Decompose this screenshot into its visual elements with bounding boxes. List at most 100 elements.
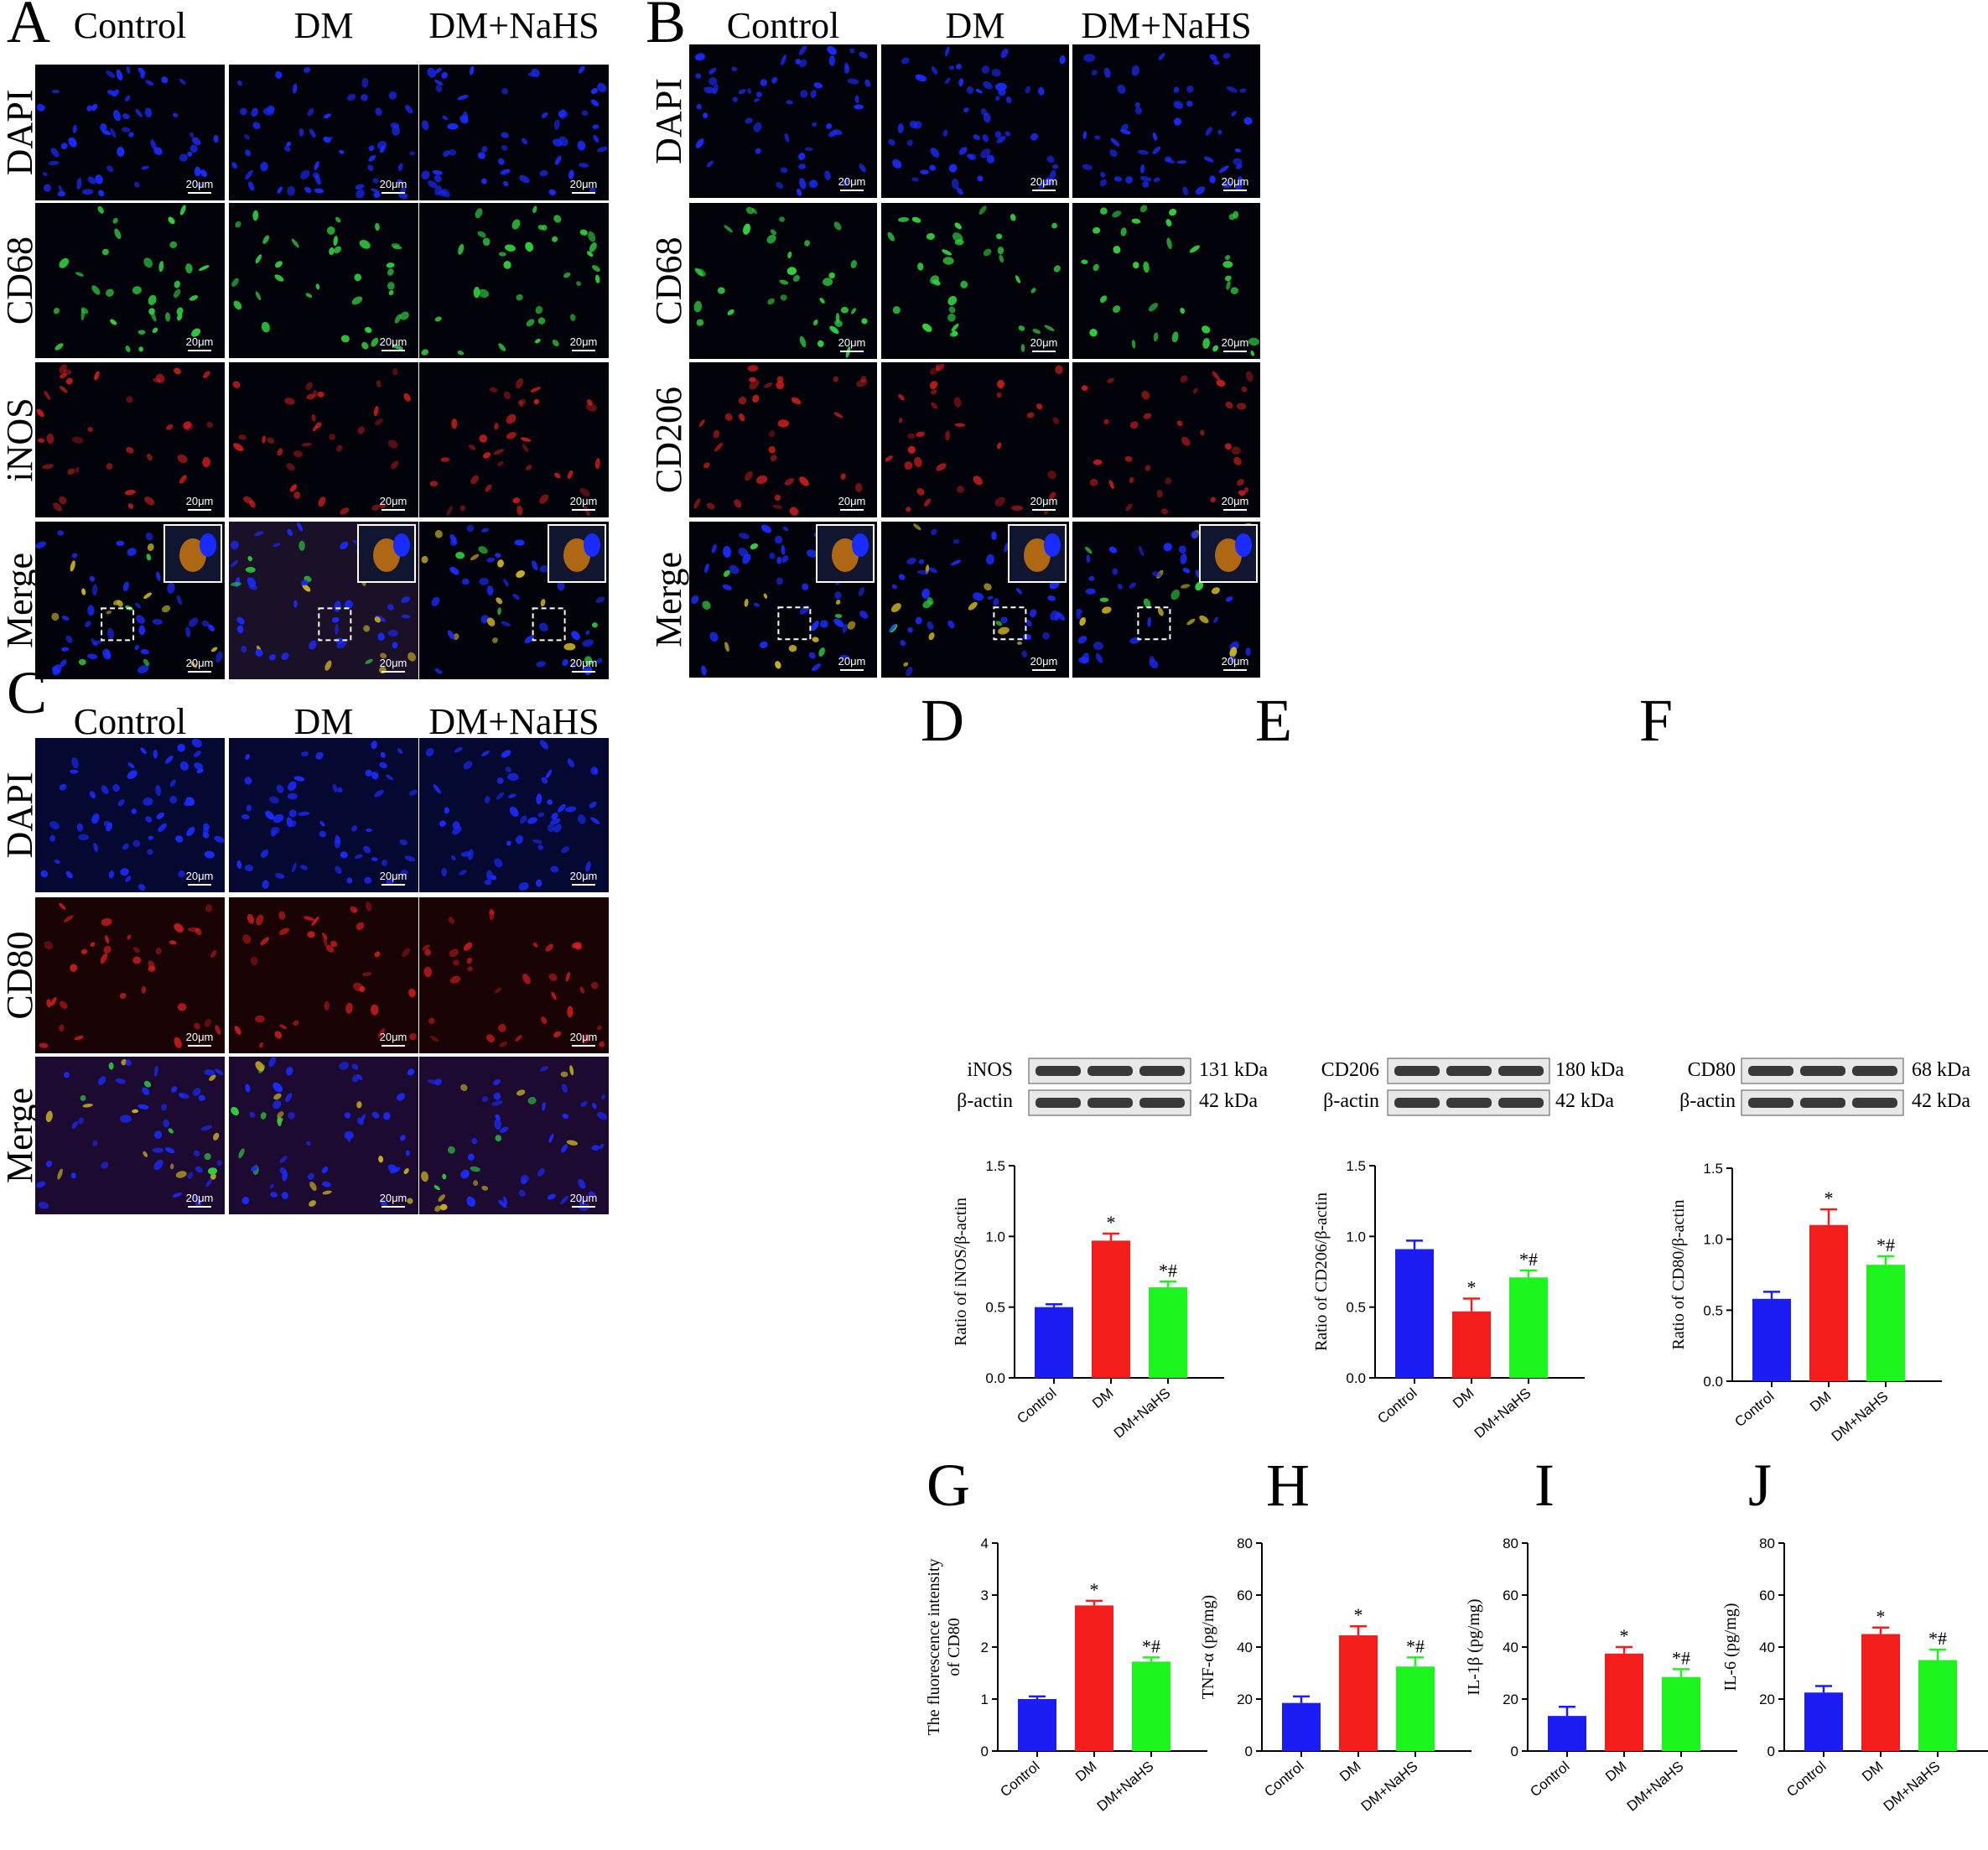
cell-nucleus [277,1111,284,1119]
cell-nucleus [405,105,413,114]
cell-nucleus [1038,86,1045,96]
cell-nucleus [187,151,193,157]
cell-nucleus [708,76,718,86]
micrograph-a-merge-1: 20μm [229,522,418,679]
cell-nucleus [1170,589,1181,600]
cell-nucleus [107,627,114,640]
cell-nucleus [75,272,84,277]
cell-nucleus [999,254,1004,263]
cell-nucleus [1212,371,1220,381]
cell-nucleus [59,496,67,505]
cell-nucleus [1176,420,1183,427]
cell-nucleus [248,181,255,191]
cell-nucleus [143,257,153,268]
cell-nucleus [293,1020,299,1026]
cell-nucleus [711,544,717,553]
cell-nucleus [506,432,516,439]
cell-nucleus [311,413,316,422]
cell-nucleus [497,559,504,568]
cell-nucleus [122,581,129,591]
cell-nucleus [281,1192,288,1200]
cell-nucleus [422,944,430,951]
cell-nucleus [568,169,574,179]
cell-nucleus [994,82,1007,91]
cell-nucleus [179,1093,184,1098]
cell-nucleus [738,397,747,405]
cell-nucleus [518,1189,526,1197]
cell-nucleus [173,288,181,299]
bar-dm [1092,1240,1130,1378]
cell-nucleus [388,91,397,100]
cell-nucleus [403,1167,409,1175]
cell-nucleus [314,160,319,171]
image-background [1072,44,1260,198]
cell-nucleus [447,1146,455,1154]
blot-band [1394,1098,1440,1108]
cell-nucleus [1142,181,1150,188]
cell-nucleus [334,246,341,254]
y-tick-label: 0 [981,1743,989,1759]
cell-nucleus [1079,617,1087,626]
cell-nucleus [906,558,916,564]
cell-nucleus [745,117,753,124]
x-tick-label: Control [1261,1759,1306,1801]
cell-nucleus [798,45,807,55]
y-tick-label: 0 [1245,1743,1253,1759]
scale-bar-label: 20μm [1030,336,1058,349]
cell-nucleus [145,80,154,86]
cell-nucleus [87,176,96,184]
cell-nucleus [258,1042,264,1048]
x-tick-label: Control [1783,1759,1829,1801]
cell-nucleus [304,916,314,921]
cell-nucleus [155,948,162,955]
cell-nucleus [470,553,480,561]
cell-nucleus [331,616,340,623]
cell-nucleus [365,769,372,777]
y-axis-title-line: Ratio of CD80/β-actin [1669,1199,1688,1349]
cell-nucleus [287,792,298,800]
blot-band [1498,1098,1544,1108]
cell-nucleus [132,1109,139,1114]
cell-nucleus [315,283,320,290]
cell-nucleus [401,596,411,603]
cell-nucleus [991,531,997,541]
cell-nucleus [898,418,903,424]
cell-nucleus [1131,65,1139,76]
cell-nucleus [274,274,284,282]
cell-nucleus [958,78,964,87]
cell-nucleus [231,582,241,587]
bar-control [1035,1307,1073,1378]
cell-nucleus [304,186,312,194]
cell-nucleus [1110,138,1120,147]
cell-nucleus [1243,117,1253,125]
cell-nucleus [352,1074,360,1083]
cell-nucleus [115,1078,126,1084]
cell-nucleus [1152,132,1158,141]
cell-nucleus [1152,146,1161,154]
cell-nucleus [731,66,738,71]
blot-band [1446,1066,1492,1076]
cell-nucleus [588,231,596,242]
cell-nucleus [1010,214,1016,221]
cell-nucleus [1180,553,1187,564]
cell-nucleus [60,659,67,668]
cell-nucleus [126,65,131,74]
cell-nucleus [321,1167,329,1174]
micrograph-a-merge-2: 20μm [419,522,609,679]
cell-nucleus [482,452,491,459]
cell-nucleus [72,124,77,133]
cell-nucleus [153,1130,163,1139]
cell-nucleus [138,1104,149,1109]
cell-nucleus [537,812,545,818]
cell-nucleus [486,557,496,563]
cell-nucleus [864,79,871,87]
cell-nucleus [966,86,974,95]
cell-nucleus [524,635,534,644]
cell-nucleus [537,1167,545,1177]
cell-nucleus [781,544,786,555]
cell-nucleus [849,48,855,54]
cell-nucleus [921,588,930,599]
cell-nucleus [153,1065,158,1077]
